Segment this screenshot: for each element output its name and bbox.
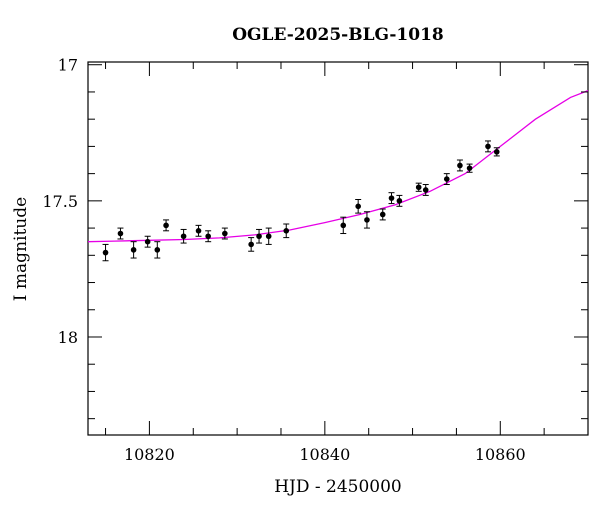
point-marker	[205, 233, 211, 240]
point-marker	[355, 203, 361, 210]
data-point	[379, 208, 386, 221]
data-point	[221, 227, 228, 240]
data-point	[117, 227, 124, 240]
plot-frame	[87, 61, 589, 436]
data-point	[248, 237, 255, 252]
y-tick-label: 17	[58, 56, 78, 75]
data-point	[493, 147, 500, 157]
y-tick-labels: 17 17.5 18	[42, 56, 78, 347]
data-point	[265, 227, 272, 245]
point-marker	[340, 222, 347, 229]
point-marker	[130, 247, 137, 253]
point-marker	[485, 143, 491, 150]
point-marker	[265, 233, 272, 240]
data-point	[355, 198, 362, 214]
point-marker	[379, 211, 386, 218]
data-point	[443, 173, 450, 186]
data-point	[415, 182, 422, 192]
data-point	[256, 228, 263, 244]
data-points	[102, 140, 500, 262]
model-curve	[87, 89, 589, 243]
point-marker	[248, 241, 254, 248]
data-point	[130, 241, 137, 259]
data-point	[485, 140, 491, 153]
point-marker	[256, 233, 262, 240]
data-point	[466, 163, 473, 173]
data-point	[456, 159, 463, 172]
data-point	[163, 219, 170, 232]
point-marker	[117, 230, 124, 237]
axis-ticks	[88, 62, 589, 435]
point-marker	[195, 228, 202, 234]
data-point	[205, 230, 212, 243]
x-axis-label: HJD - 2450000	[274, 477, 402, 497]
point-marker	[457, 162, 463, 169]
point-marker	[154, 247, 161, 253]
data-point	[396, 194, 403, 207]
x-tick-label: 10860	[475, 445, 526, 464]
x-tick-label: 10840	[299, 445, 350, 464]
point-marker	[180, 233, 187, 240]
point-marker	[364, 217, 370, 223]
data-point	[102, 243, 109, 262]
point-marker	[283, 228, 290, 234]
point-marker	[222, 230, 228, 237]
point-marker	[493, 149, 500, 155]
chart-title: OGLE-2025-BLG-1018	[232, 25, 444, 45]
y-tick-label: 18	[58, 328, 78, 347]
y-tick-label: 17.5	[42, 192, 78, 211]
point-marker	[163, 222, 169, 229]
data-point	[283, 223, 290, 239]
point-marker	[144, 238, 151, 245]
data-point	[363, 211, 370, 229]
data-point	[195, 224, 202, 237]
data-point	[388, 192, 395, 205]
point-marker	[396, 198, 403, 204]
y-axis-label: I magnitude	[11, 197, 31, 301]
point-marker	[422, 187, 429, 193]
data-point	[340, 216, 347, 235]
data-point	[422, 184, 429, 196]
point-marker	[443, 176, 450, 182]
data-point	[154, 241, 161, 259]
point-marker	[415, 184, 422, 191]
point-marker	[466, 165, 473, 171]
x-tick-labels: 10820 10840 10860	[124, 445, 526, 464]
data-point	[180, 228, 187, 244]
plot-area	[87, 61, 589, 436]
data-point	[144, 235, 151, 248]
point-marker	[388, 195, 395, 201]
point-marker	[102, 249, 109, 256]
x-tick-label: 10820	[124, 445, 175, 464]
